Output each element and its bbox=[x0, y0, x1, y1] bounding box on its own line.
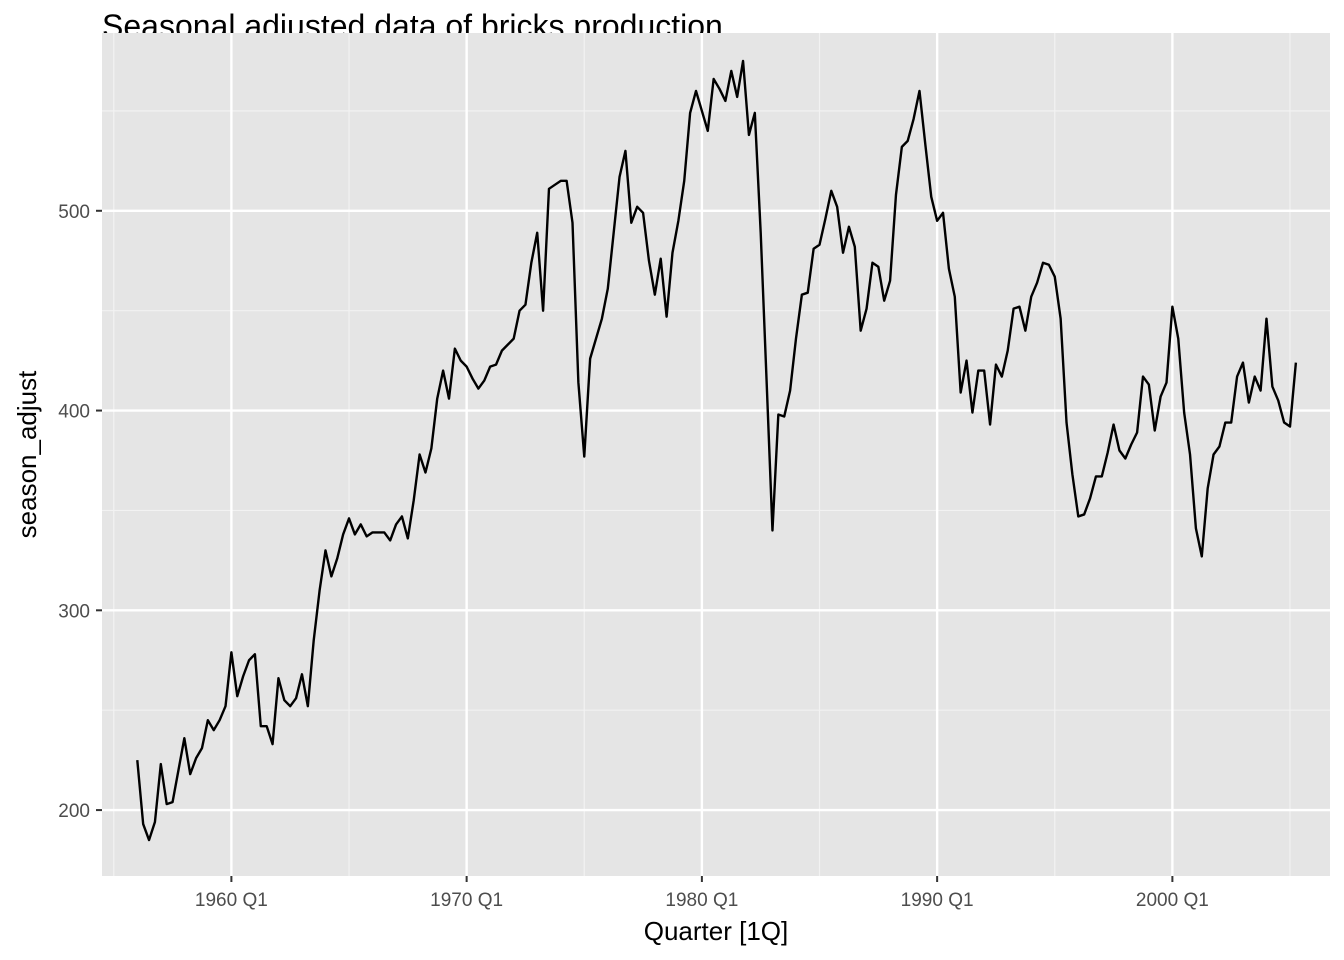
plot-panel bbox=[102, 33, 1330, 876]
y-axis-label: season_adjust bbox=[12, 370, 42, 538]
grid-major bbox=[102, 33, 1330, 876]
x-tick-label: 2000 Q1 bbox=[1136, 890, 1209, 911]
x-tick-label: 1960 Q1 bbox=[195, 890, 268, 911]
y-tick-label: 500 bbox=[58, 202, 90, 223]
x-tick-label: 1980 Q1 bbox=[665, 890, 738, 911]
series-group bbox=[136, 59, 1298, 842]
x-axis-label: Quarter [1Q] bbox=[644, 916, 789, 946]
series-line bbox=[136, 59, 1298, 842]
y-axis: 200 300 400 500 bbox=[58, 202, 102, 822]
x-tick-label: 1990 Q1 bbox=[901, 890, 974, 911]
y-tick-label: 200 bbox=[58, 801, 90, 822]
y-tick-label: 400 bbox=[58, 402, 90, 423]
x-tick-label: 1970 Q1 bbox=[430, 890, 503, 911]
x-axis: 1960 Q1 1970 Q1 1980 Q1 1990 Q1 2000 Q1 bbox=[195, 876, 1209, 911]
y-tick-label: 300 bbox=[58, 601, 90, 622]
